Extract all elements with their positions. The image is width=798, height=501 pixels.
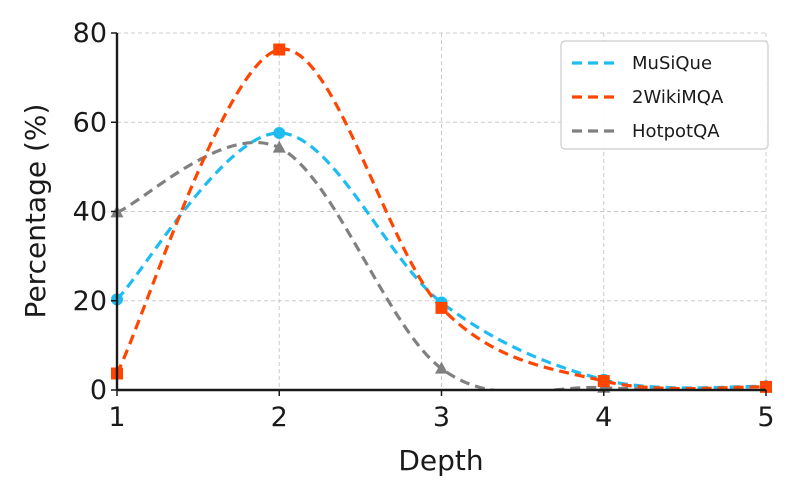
legend-label-hotpotqa: HotpotQA — [632, 121, 720, 142]
y-tick-label: 80 — [73, 18, 107, 49]
data-point-2wikimqa — [597, 375, 610, 388]
y-axis-title: Percentage (%) — [19, 104, 52, 319]
x-tick-label: 5 — [757, 402, 774, 433]
y-tick-label: 0 — [90, 375, 107, 406]
data-point-hotpotqa — [272, 140, 286, 153]
data-point-hotpotqa — [435, 361, 448, 374]
series-line-hotpotqa — [117, 140, 766, 390]
series-markers — [110, 43, 773, 393]
legend-box — [560, 40, 769, 150]
series-line-2wikimqa — [117, 47, 766, 390]
series-lines — [117, 47, 766, 390]
x-tick-label: 4 — [595, 402, 612, 433]
y-tick-label: 40 — [73, 197, 107, 228]
x-tick-label: 3 — [433, 402, 450, 433]
tick-labels: 1 2 3 4 5 0 20 40 60 80 — [73, 18, 775, 433]
x-tick-label: 1 — [108, 402, 125, 433]
data-point-musique — [273, 126, 286, 139]
data-point-2wikimqa — [273, 43, 286, 56]
x-axis-title: Depth — [398, 444, 483, 477]
x-tick-label: 2 — [271, 402, 288, 433]
y-tick-label: 60 — [73, 107, 107, 138]
legend-label-musique: MuSiQue — [632, 53, 712, 74]
y-tick-label: 20 — [73, 286, 107, 317]
data-point-2wikimqa — [435, 301, 448, 314]
legend-label-2wikimqa: 2WikiMQA — [632, 87, 724, 108]
legend: MuSiQue 2WikiMQA HotpotQA — [560, 40, 769, 150]
